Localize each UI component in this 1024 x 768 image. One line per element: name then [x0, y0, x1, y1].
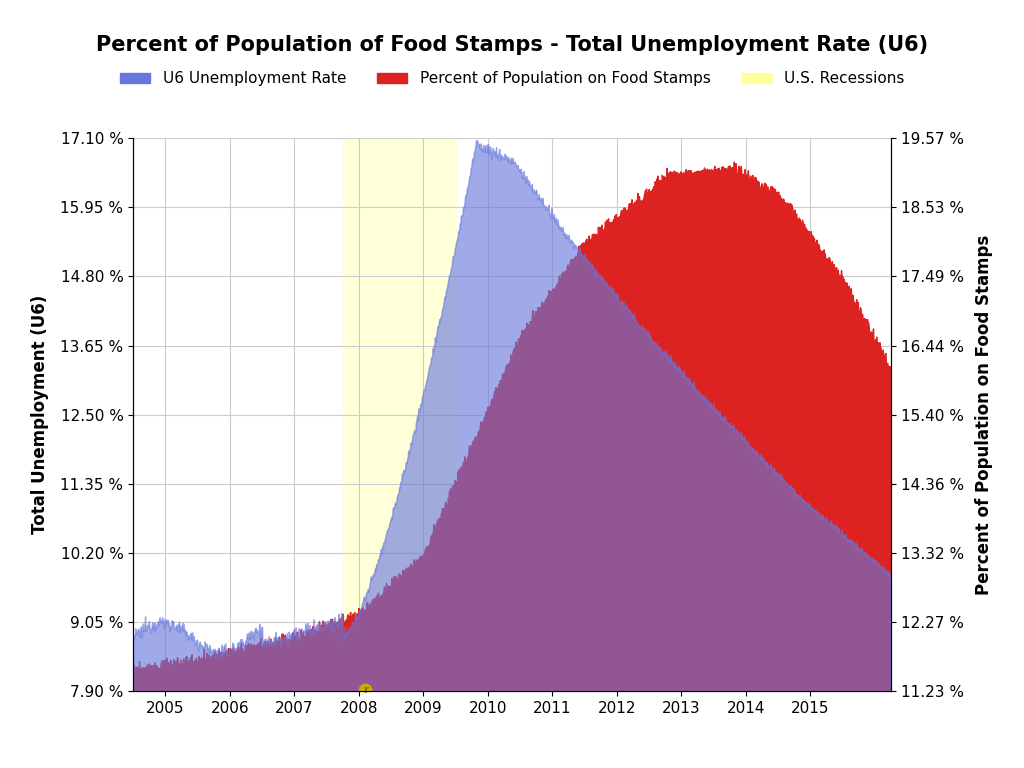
Legend: U6 Unemployment Rate, Percent of Population on Food Stamps, U.S. Recessions: U6 Unemployment Rate, Percent of Populat…: [114, 65, 910, 92]
Bar: [343, 138, 456, 691]
Y-axis label: Total Unemployment (U6): Total Unemployment (U6): [31, 295, 49, 535]
Y-axis label: Percent of Population on Food Stamps: Percent of Population on Food Stamps: [975, 234, 993, 595]
Text: r: r: [362, 685, 368, 695]
Text: Percent of Population of Food Stamps - Total Unemployment Rate (U6): Percent of Population of Food Stamps - T…: [96, 35, 928, 55]
